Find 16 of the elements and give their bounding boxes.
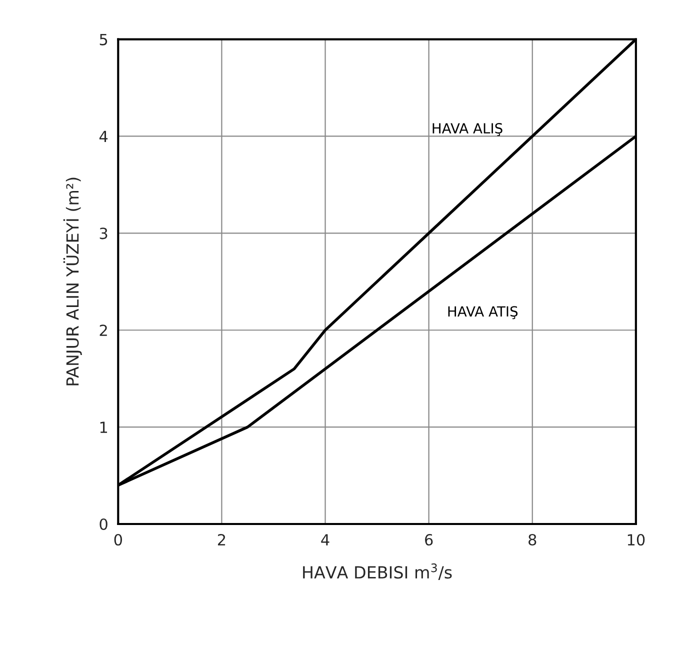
x-tick-label: 2 xyxy=(218,534,226,546)
y-tick-label: 1 xyxy=(100,422,108,433)
x-tick-label: 8 xyxy=(528,534,536,546)
x-tick-label: 4 xyxy=(321,534,330,546)
x-tick-label: 6 xyxy=(425,534,433,546)
series-label: HAVA ATIŞ xyxy=(448,306,518,320)
y-tick-label: 4 xyxy=(99,130,108,142)
y-axis-title: PANJUR ALIN YÜZEYİ (m²) xyxy=(63,178,82,386)
series-label: HAVA ALIŞ xyxy=(432,123,502,136)
y-tick-label: 3 xyxy=(100,228,108,240)
y-tick-label: 5 xyxy=(100,34,108,46)
x-axis-title: HAVA DEBISI m$^{3}$/s xyxy=(303,563,452,580)
y-tick-label: 2 xyxy=(100,324,107,336)
x-tick-label: 10 xyxy=(628,534,645,546)
x-tick-label: 0 xyxy=(114,534,122,546)
y-tick-label: 0 xyxy=(100,518,108,530)
